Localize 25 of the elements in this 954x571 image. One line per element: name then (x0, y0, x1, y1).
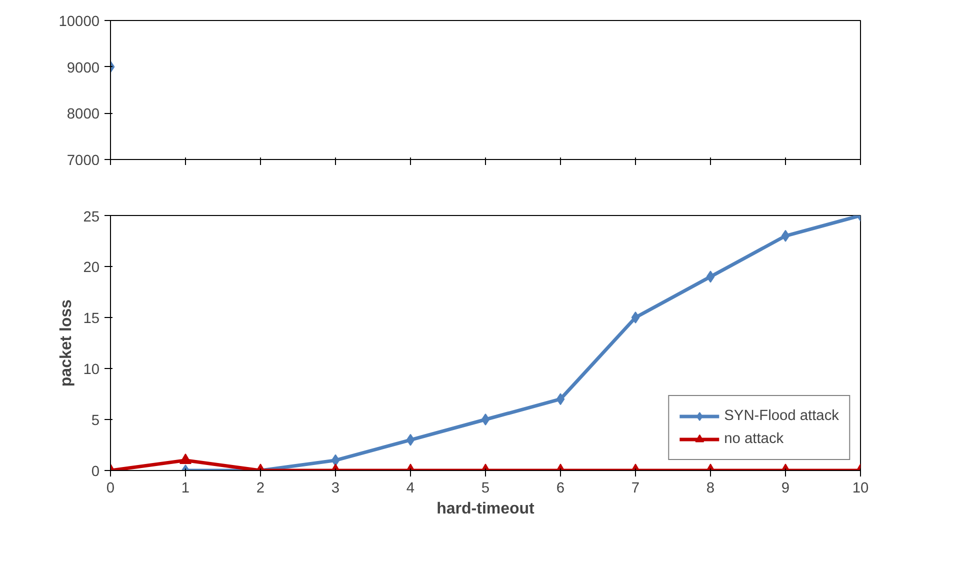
y-tick-label: 5 (91, 413, 100, 429)
x-tick-label: 4 (406, 480, 415, 496)
y-tick-label: 25 (83, 210, 100, 226)
x-tick-label: 5 (481, 480, 490, 496)
y-tick-label: 10000 (58, 14, 100, 30)
y-tick-label: 15 (83, 311, 100, 327)
y-tick-label: 10 (83, 362, 100, 378)
y-tick-label: 7000 (66, 153, 100, 169)
x-tick-label: 3 (331, 480, 340, 496)
legend-label: no attack (724, 431, 784, 447)
y-tick-label: 9000 (66, 60, 100, 76)
x-tick-label: 9 (781, 480, 790, 496)
y-tick-label: 0 (91, 464, 100, 480)
y-tick-label: 8000 (66, 106, 100, 123)
legend-label: SYN-Flood attack (724, 408, 839, 424)
y-tick-label: 20 (83, 260, 100, 276)
x-tick-label: 1 (181, 480, 190, 496)
x-tick-label: 10 (852, 480, 869, 496)
y-axis-title: packet loss (58, 299, 76, 387)
x-tick-label: 7 (631, 480, 640, 496)
x-tick-label: 0 (106, 480, 115, 496)
x-tick-label: 6 (556, 480, 565, 496)
x-tick-label: 2 (256, 480, 265, 496)
x-axis-title: hard-timeout (436, 500, 536, 518)
x-tick-label: 8 (706, 480, 715, 496)
